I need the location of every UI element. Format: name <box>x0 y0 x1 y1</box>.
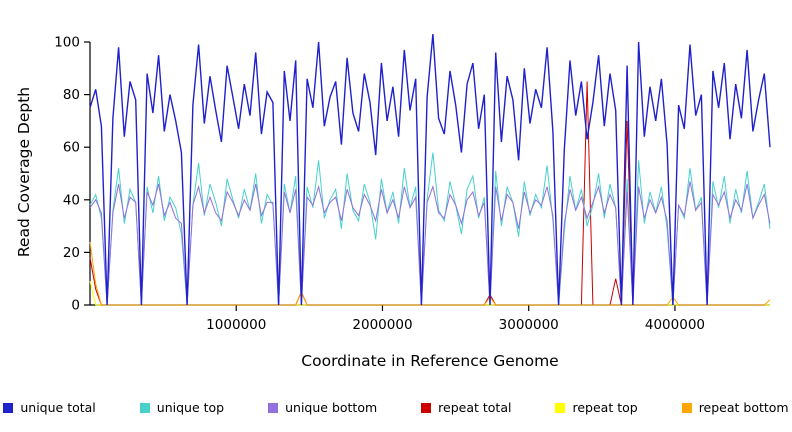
legend-item-unique-bottom: unique bottom <box>268 400 377 415</box>
series-unique-total <box>89 34 771 306</box>
legend-label: unique total <box>20 400 96 415</box>
y-axis-title: Read Coverage Depth <box>15 86 33 258</box>
y-tick-label: 100 <box>54 35 80 51</box>
y-tick-label: 40 <box>63 192 80 208</box>
series-unique-bottom <box>89 181 771 306</box>
legend-swatch-repeat-bottom <box>681 402 692 413</box>
legend-item-repeat-top: repeat top <box>555 400 638 415</box>
legend-swatch-unique-total <box>3 402 14 413</box>
y-tick-label: 60 <box>63 140 80 156</box>
legend-label: repeat bottom <box>698 400 789 415</box>
y-tick-label: 20 <box>63 245 80 261</box>
legend-item-repeat-bottom: repeat bottom <box>681 400 789 415</box>
legend-item-repeat-total: repeat total <box>421 400 511 415</box>
legend-label: repeat top <box>572 400 638 415</box>
y-tick-label: 0 <box>71 298 80 314</box>
legend-label: repeat total <box>438 400 512 415</box>
y-tick-label: 80 <box>63 87 80 103</box>
series-repeat-top <box>89 281 770 306</box>
legend-label: unique bottom <box>285 400 378 415</box>
x-tick-label: 1000000 <box>206 317 266 333</box>
plot-area: 0 20 40 60 80 100 1000000 2000000 3000000 4000000 <box>54 34 771 333</box>
legend-swatch-unique-bottom <box>268 402 279 413</box>
legend-swatch-unique-top <box>139 402 150 413</box>
x-axis-title: Coordinate in Reference Genome <box>301 352 559 370</box>
legend-label: unique top <box>156 400 225 415</box>
series-repeat-bottom <box>89 241 771 306</box>
legend-item-unique-top: unique top <box>139 400 225 415</box>
x-tick-label: 2000000 <box>352 317 412 333</box>
x-tick-label: 3000000 <box>499 317 559 333</box>
x-tick-label: 4000000 <box>645 317 705 333</box>
legend-item-unique-total: unique total <box>3 400 96 415</box>
legend-swatch-repeat-total <box>421 402 432 413</box>
legend-swatch-repeat-top <box>555 402 566 413</box>
legend: unique total unique top unique bottom re… <box>0 400 792 415</box>
